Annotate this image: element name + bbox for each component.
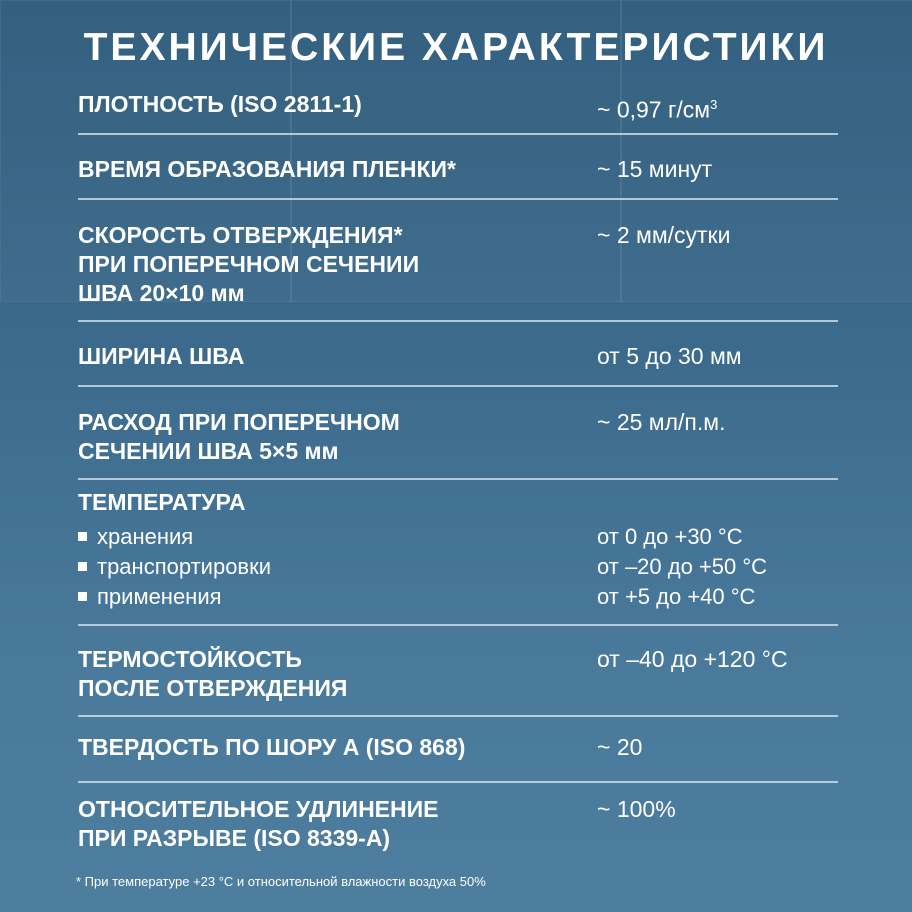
divider [78,478,838,480]
spec-value: от –40 до +120 °С [597,646,788,672]
spec-value: от 5 до 30 мм [597,343,742,369]
list-item: применения [78,582,548,612]
divider [78,781,838,783]
background-tile [0,0,292,302]
spec-label: ПЛОТНОСТЬ (ISO 2811-1) [78,91,362,117]
list-item: хранения [78,522,548,552]
spec-label: РАСХОД ПРИ ПОПЕРЕЧНОМ СЕЧЕНИИ ШВА 5×5 мм [78,409,400,464]
spec-value: ~ 20 [597,734,643,760]
spec-label: ТЕРМОСТОЙКОСТЬ ПОСЛЕ ОТВЕРЖДЕНИЯ [78,646,348,701]
spec-label: ТВЕРДОСТЬ ПО ШОРУ А (ISO 868) [78,734,466,760]
footnote: * При температуре +23 °С и относительной… [76,874,486,889]
spec-value: ~ 25 мл/п.м. [597,409,726,435]
divider [78,385,838,387]
spec-label: СКОРОСТЬ ОТВЕРЖДЕНИЯ* ПРИ ПОПЕРЕЧНОМ СЕЧЕ… [78,222,420,306]
bullet-icon [78,591,87,601]
background-tile [620,0,912,302]
spec-value: ~ 15 минут [597,156,713,182]
divider [78,320,838,322]
temperature-values: от 0 до +30 °С от –20 до +50 °С от +5 до +… [597,524,768,609]
spec-label: ТЕМПЕРАТУРА [78,489,246,515]
temperature-items: хранения транспортировки применения [78,522,548,612]
divider [78,198,838,200]
list-item: транспортировки [78,552,548,582]
spec-label: ШИРИНА ШВА [78,343,245,369]
spec-value: ~ 100% [597,796,676,822]
bullet-icon [78,561,87,571]
background-tile [290,0,622,302]
spec-label: ОТНОСИТЕЛЬНОЕ УДЛИНЕНИЕ ПРИ РАЗРЫВЕ (ISO … [78,796,439,851]
divider [78,624,838,626]
divider [78,133,838,135]
spec-value: ~ 0,97 г/см3 [597,96,718,123]
spec-label: ВРЕМЯ ОБРАЗОВАНИЯ ПЛЕНКИ* [78,156,456,182]
spec-value: ~ 2 мм/сутки [597,222,731,248]
bullet-icon [78,531,87,541]
page-title: ТЕХНИЧЕСКИЕ ХАРАКТЕРИСТИКИ [83,26,829,69]
divider [78,715,838,717]
